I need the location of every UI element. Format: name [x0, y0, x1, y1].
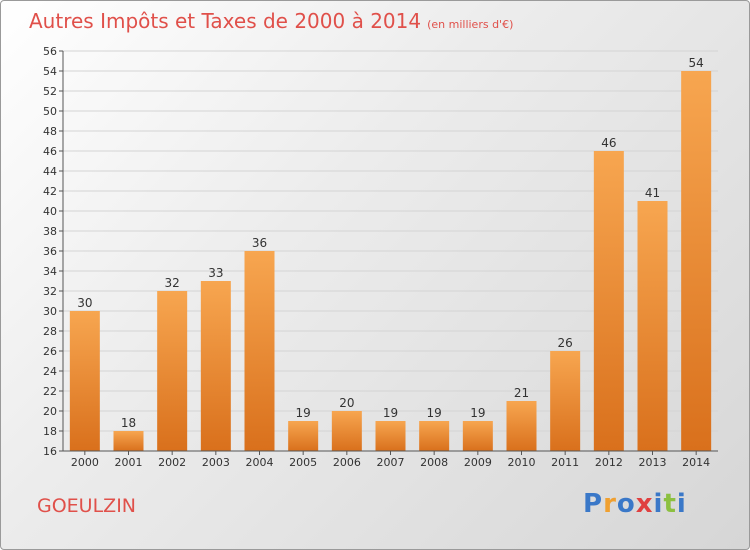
- x-tick-label: 2003: [202, 456, 230, 469]
- y-tick-label: 32: [43, 285, 57, 298]
- bar: [506, 401, 537, 451]
- bar-value-label: 19: [427, 406, 442, 420]
- bar: [157, 291, 188, 451]
- y-tick-label: 40: [43, 205, 57, 218]
- y-tick-label: 52: [43, 85, 57, 98]
- x-tick-label: 2000: [71, 456, 99, 469]
- bar: [331, 411, 362, 451]
- bar-value-label: 19: [383, 406, 398, 420]
- bar-value-label: 46: [601, 136, 616, 150]
- x-tick-label: 2004: [246, 456, 274, 469]
- bar-value-label: 54: [689, 56, 704, 70]
- x-tick-label: 2008: [420, 456, 448, 469]
- x-tick-label: 2007: [377, 456, 405, 469]
- y-tick-label: 48: [43, 125, 57, 138]
- x-tick-label: 2006: [333, 456, 361, 469]
- bar: [462, 421, 493, 451]
- bar: [69, 311, 100, 451]
- x-tick-label: 2005: [289, 456, 317, 469]
- logo-letter: o: [616, 489, 636, 519]
- bar: [550, 351, 581, 451]
- commune-name: GOEULZIN: [37, 495, 137, 517]
- y-tick-label: 18: [43, 425, 57, 438]
- bar-value-label: 41: [645, 186, 660, 200]
- x-tick-label: 2002: [158, 456, 186, 469]
- y-tick-label: 50: [43, 105, 57, 118]
- x-tick-label: 2012: [595, 456, 623, 469]
- y-tick-label: 38: [43, 225, 57, 238]
- bar: [637, 201, 668, 451]
- chart-title-text: Autres Impôts et Taxes de 2000 à 2014: [29, 9, 422, 33]
- logo-letter: r: [603, 489, 617, 519]
- y-tick-label: 44: [43, 165, 57, 178]
- bar: [593, 151, 624, 451]
- logo-letter: i: [653, 489, 664, 519]
- y-tick-label: 56: [43, 45, 57, 58]
- bar: [681, 71, 712, 451]
- x-tick-label: 2001: [115, 456, 143, 469]
- chart-title: Autres Impôts et Taxes de 2000 à 2014 (en…: [29, 9, 513, 33]
- bar-value-label: 18: [121, 416, 136, 430]
- x-tick-label: 2013: [639, 456, 667, 469]
- y-tick-label: 54: [43, 65, 57, 78]
- bar: [113, 431, 144, 451]
- bar-value-label: 30: [77, 296, 92, 310]
- logo-letter: x: [635, 489, 654, 519]
- y-tick-label: 20: [43, 405, 57, 418]
- y-tick-label: 16: [43, 445, 57, 458]
- bar-value-label: 26: [558, 336, 573, 350]
- logo-letter: i: [676, 489, 687, 519]
- logo-letter: t: [663, 489, 677, 519]
- y-tick-label: 22: [43, 385, 57, 398]
- y-tick-label: 30: [43, 305, 57, 318]
- chart-subtitle: (en milliers d'€): [427, 18, 514, 31]
- bar: [200, 281, 231, 451]
- y-tick-label: 46: [43, 145, 57, 158]
- bar-value-label: 20: [339, 396, 354, 410]
- x-tick-label: 2010: [508, 456, 536, 469]
- y-tick-label: 28: [43, 325, 57, 338]
- x-tick-label: 2014: [682, 456, 710, 469]
- bar-value-label: 19: [470, 406, 485, 420]
- y-tick-label: 42: [43, 185, 57, 198]
- bar-value-label: 21: [514, 386, 529, 400]
- y-tick-label: 24: [43, 365, 57, 378]
- logo-letter: P: [583, 489, 604, 519]
- y-tick-label: 34: [43, 265, 57, 278]
- bar-value-label: 19: [296, 406, 311, 420]
- x-tick-label: 2011: [551, 456, 579, 469]
- bar: [419, 421, 450, 451]
- proxiti-logo: Proxiti: [583, 489, 687, 519]
- bar-value-label: 33: [208, 266, 223, 280]
- bar-value-label: 32: [165, 276, 180, 290]
- y-tick-label: 26: [43, 345, 57, 358]
- bar-value-label: 36: [252, 236, 267, 250]
- x-tick-label: 2009: [464, 456, 492, 469]
- bar: [244, 251, 275, 451]
- y-tick-label: 36: [43, 245, 57, 258]
- bar: [288, 421, 319, 451]
- bar: [375, 421, 406, 451]
